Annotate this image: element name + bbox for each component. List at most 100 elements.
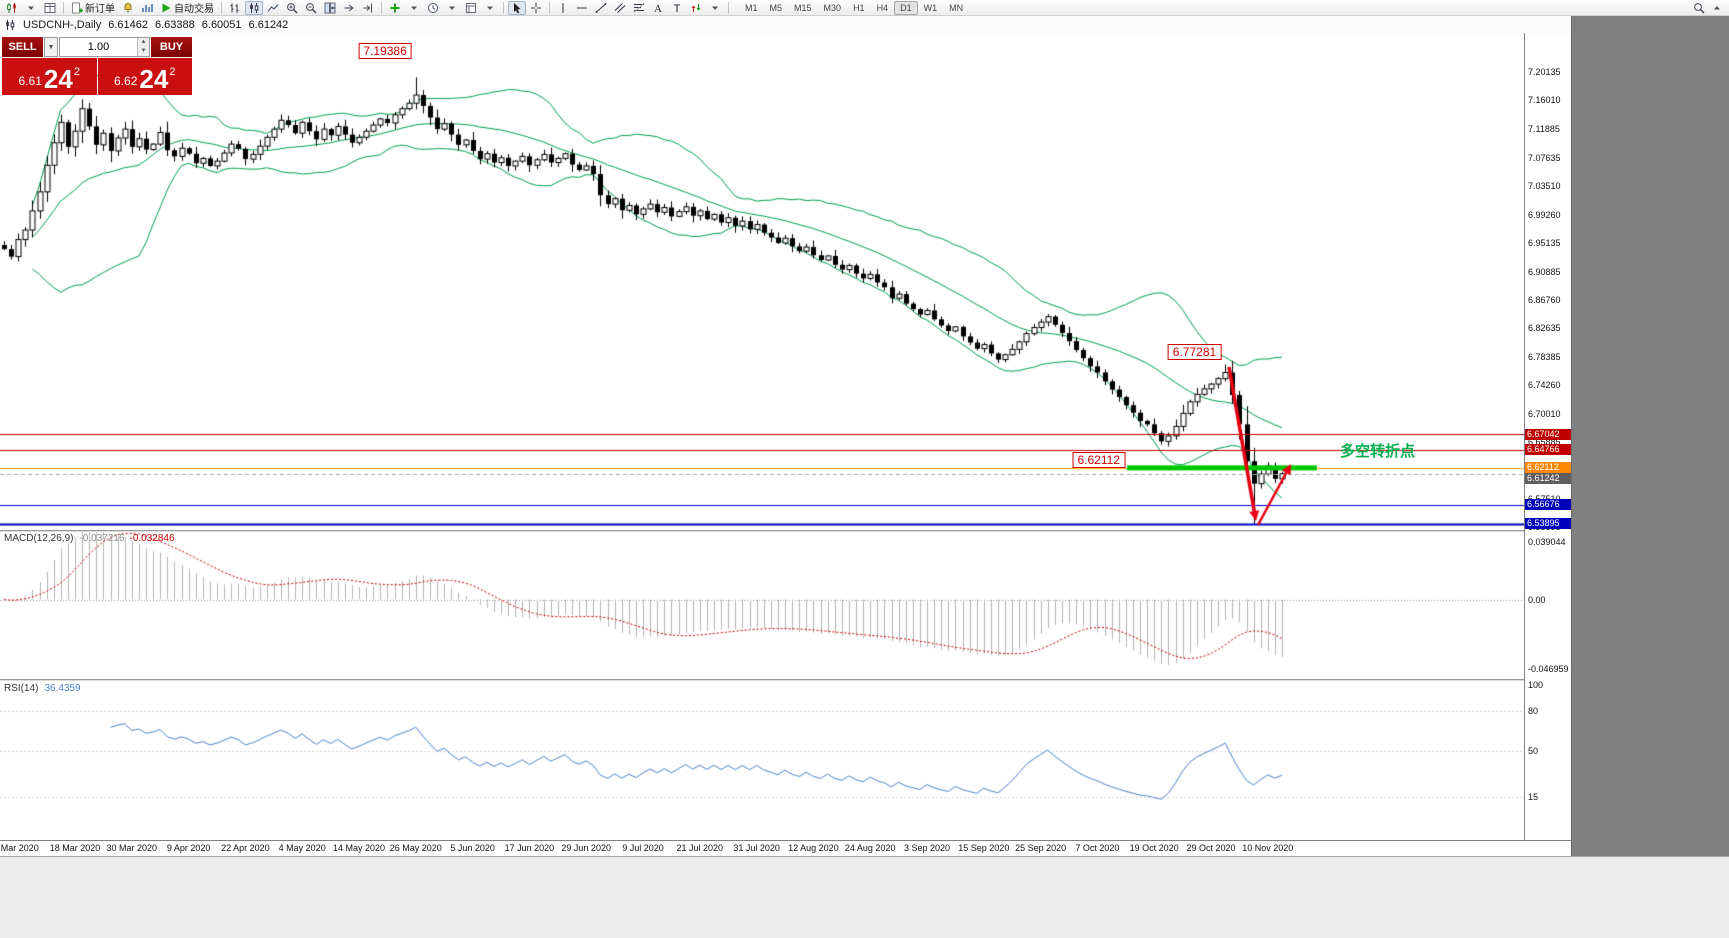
timeframe-m1-button[interactable]: M1 (745, 2, 758, 13)
date-axis-tick: 7 Oct 2020 (1075, 843, 1120, 853)
new-order-button[interactable]: 新订单 (68, 1, 118, 15)
cursor-button[interactable] (508, 0, 526, 15)
price-tag: 6.64766 (1525, 444, 1571, 456)
volume-stepper[interactable]: ▲ ▼ (137, 38, 149, 56)
caret-down-icon (709, 2, 721, 14)
price-axis-tick: 6.78385 (1528, 351, 1561, 362)
ohlc-high: 6.63388 (155, 18, 195, 31)
profiles-button[interactable] (41, 1, 59, 15)
sell-price-sup: 2 (73, 66, 80, 78)
tile-windows-button[interactable] (321, 1, 339, 15)
date-axis[interactable]: 4 Mar 2020 18 Mar 2020 30 Mar 2020 9 Apr 20… (0, 840, 1571, 856)
price-chart-canvas[interactable] (0, 33, 1524, 840)
crosshair-button[interactable] (527, 1, 545, 15)
date-axis-tick: 29 Jun 2020 (561, 843, 611, 853)
price-axis[interactable]: 7.20135 7.16010 7.11885 7.07635 7.03510 6.992… (1524, 33, 1571, 840)
auto-scroll-button[interactable] (340, 1, 358, 15)
macd-signal-value: -0.032846 (129, 533, 175, 544)
templates-button[interactable] (462, 1, 480, 15)
timeframe-h1-button[interactable]: H1 (853, 2, 865, 13)
chart-symbol-icon (4, 19, 16, 31)
zoom-out-button[interactable] (302, 1, 320, 15)
channel-button[interactable] (611, 1, 629, 15)
volume-down-icon[interactable]: ▼ (138, 47, 149, 56)
date-axis-tick: 24 Aug 2020 (844, 843, 896, 853)
buy-button[interactable]: BUY (151, 37, 192, 57)
caret-down-icon (408, 2, 420, 14)
chart-shift-button[interactable] (359, 1, 377, 15)
shift-icon (362, 2, 374, 14)
caret-down-icon (446, 2, 458, 14)
alerts-button[interactable] (119, 1, 137, 15)
toolbar-search-button[interactable] (1690, 1, 1708, 15)
volume-up-icon[interactable]: ▲ (138, 38, 149, 47)
bar-chart-button[interactable] (226, 1, 244, 15)
arrows-dropdown[interactable] (706, 1, 724, 15)
label-button[interactable] (668, 1, 686, 15)
date-axis-tick: 5 Jun 2020 (450, 843, 495, 853)
timeframe-w1-button[interactable]: W1 (923, 2, 938, 13)
trendline-button[interactable] (592, 1, 610, 15)
rsi-scale-tick: 80 (1528, 706, 1539, 717)
pivot-note-text[interactable]: 多空转折点 (1340, 442, 1416, 460)
zoom-in-button[interactable] (283, 1, 301, 15)
timeframe-mn-button[interactable]: MN (949, 2, 964, 13)
toolbar-collapse-button[interactable] (1708, 1, 1726, 15)
periods-button[interactable] (424, 1, 442, 15)
tile-icon (324, 2, 336, 14)
panel-divider-rsi[interactable] (0, 679, 1571, 681)
ohlc-low: 6.60051 (201, 18, 242, 31)
autoscroll-icon (343, 2, 355, 14)
price-axis-tick: 6.82635 (1528, 322, 1561, 333)
price-axis-tick: 6.95135 (1528, 237, 1561, 248)
timeframe-m30-button[interactable]: M30 (823, 2, 842, 13)
auto-trading-button[interactable]: 自动交易 (157, 1, 217, 15)
buy-price-small: 6.62 (114, 74, 138, 88)
new-chart-button[interactable] (3, 1, 21, 15)
date-axis-tick: 14 May 2020 (332, 843, 386, 853)
price-axis-tick: 6.70010 (1528, 409, 1561, 420)
cursor-icon (511, 2, 523, 14)
toolbar-separator (221, 1, 222, 14)
ohlc-close: 6.61242 (248, 18, 289, 31)
pivot-price-label[interactable]: 6.62112 (1072, 451, 1125, 468)
high-price-label[interactable]: 7.19386 (358, 43, 412, 60)
volume-input[interactable] (60, 38, 137, 56)
order-options-dropdown[interactable]: ▼ (44, 37, 58, 57)
candlestick-chart-button[interactable] (245, 0, 263, 15)
timeframe-m5-button[interactable]: M5 (769, 2, 783, 13)
text-button[interactable] (649, 1, 667, 15)
timeframe-d1-button[interactable]: D1 (894, 0, 918, 15)
toolbar-separator (728, 1, 729, 14)
sell-price-big: 24 (43, 64, 73, 94)
indicators-button[interactable] (386, 1, 404, 15)
horizontal-line-button[interactable] (573, 1, 591, 15)
periods-dropdown[interactable] (443, 1, 461, 15)
panel-divider-macd[interactable] (0, 530, 1571, 532)
indicators-dropdown[interactable] (405, 1, 423, 15)
price-axis-tick: 6.99260 (1528, 209, 1561, 220)
line-icon (267, 2, 279, 14)
fibonacci-button[interactable] (630, 1, 648, 15)
sell-price-display[interactable]: 6.61 24 2 (2, 58, 97, 95)
sell-button[interactable]: SELL (2, 37, 43, 57)
market-watch-button[interactable] (138, 1, 156, 15)
date-axis-tick: 22 Apr 2020 (221, 843, 270, 853)
workspace-background (1572, 16, 1729, 856)
rsi-scale-tick: 100 (1528, 679, 1544, 690)
bell-icon (122, 2, 134, 14)
arrows-button[interactable] (687, 1, 705, 15)
chart-title: USDCNH-,Daily (23, 18, 102, 31)
timeframe-h4-button[interactable]: H4 (876, 2, 889, 13)
mini-bars-icon (141, 2, 153, 14)
vertical-line-button[interactable] (554, 1, 572, 15)
templates-dropdown[interactable] (481, 1, 499, 15)
new-chart-dropdown[interactable] (22, 1, 40, 15)
chart-header: USDCNH-,Daily 6.61462 6.63388 6.60051 6.… (0, 16, 1571, 33)
buy-price-display[interactable]: 6.62 24 2 (97, 58, 192, 95)
line-chart-button[interactable] (264, 1, 282, 15)
timeframe-m15-button[interactable]: M15 (794, 2, 812, 13)
date-axis-tick: 30 Mar 2020 (106, 843, 158, 853)
swing-high-price-label[interactable]: 6.77281 (1167, 344, 1222, 361)
date-axis-tick: 9 Apr 2020 (166, 843, 211, 853)
